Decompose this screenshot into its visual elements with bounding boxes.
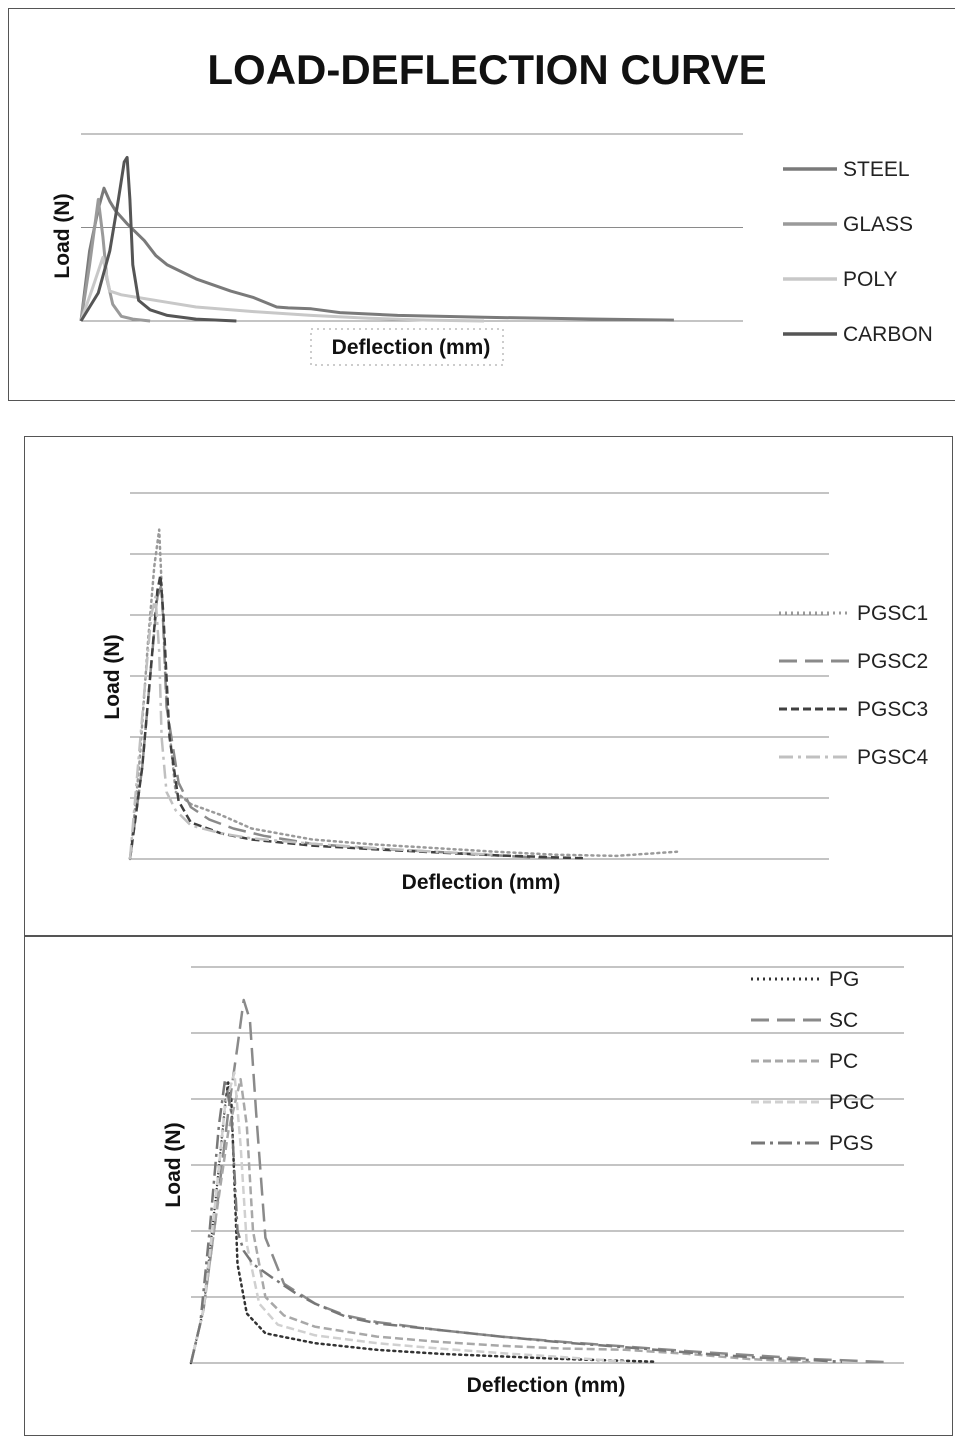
- series-line-steel: [79, 186, 674, 322]
- chart-2-svg: Deflection (mm) Load (N) PGSC1 PGSC2 PGSC3…: [101, 492, 929, 894]
- chart-panel-3: Deflection (mm) Load (N) PG SC PC PGC PGS: [24, 936, 953, 1436]
- series-line-pc: [189, 1077, 812, 1364]
- chart-3-ylabel: Load (N): [162, 1122, 185, 1207]
- chart-1-legend: STEEL GLASS POLY CARBON: [783, 158, 933, 346]
- series-line-carbon: [79, 155, 237, 323]
- chart-3-svg: Deflection (mm) Load (N) PG SC PC PGC PGS: [162, 966, 904, 1397]
- chart-2-ylabel: Load (N): [101, 634, 124, 719]
- legend-label-pc: PC: [829, 1050, 858, 1073]
- legend-label-poly: POLY: [843, 268, 897, 291]
- legend-label-glass: GLASS: [843, 213, 913, 236]
- chart-2-gridlines: [130, 492, 829, 860]
- chart-2-series: [128, 528, 679, 861]
- series-line-pgsc3: [128, 574, 586, 860]
- legend-label-pg: PG: [829, 968, 859, 991]
- chart-panel-2: Deflection (mm) Load (N) PGSC1 PGSC2 PGSC3…: [24, 436, 953, 936]
- chart-1-title: LOAD-DEFLECTION CURVE: [207, 46, 766, 93]
- legend-label-pgc: PGC: [829, 1091, 875, 1114]
- series-line-pgsc1: [128, 528, 679, 861]
- chart-3-xlabel: Deflection (mm): [467, 1374, 626, 1397]
- legend-label-pgsc2: PGSC2: [857, 650, 928, 673]
- chart-1-series: [79, 155, 674, 323]
- chart-2-xlabel: Deflection (mm): [402, 871, 561, 894]
- legend-label-pgsc4: PGSC4: [857, 746, 929, 769]
- chart-1-svg: LOAD-DEFLECTION CURVE Deflection (mm) Lo…: [51, 46, 933, 366]
- series-line-pgsc4: [128, 595, 495, 860]
- chart-1-gridlines: [81, 133, 743, 322]
- chart-2-legend: PGSC1 PGSC2 PGSC3 PGSC4: [779, 602, 929, 769]
- series-line-sc: [189, 998, 892, 1364]
- series-line-pgs: [189, 1077, 843, 1364]
- legend-label-pgsc1: PGSC1: [857, 602, 928, 625]
- chart-panel-1: LOAD-DEFLECTION CURVE Deflection (mm) Lo…: [8, 8, 955, 401]
- chart-3-legend: PG SC PC PGC PGS: [751, 968, 875, 1155]
- chart-3-series: [189, 998, 892, 1365]
- legend-label-pgsc3: PGSC3: [857, 698, 928, 721]
- chart-1-ylabel: Load (N): [51, 193, 74, 278]
- series-line-poly: [79, 255, 485, 323]
- chart-1-xlabel: Deflection (mm): [332, 336, 491, 359]
- legend-label-sc: SC: [829, 1009, 858, 1032]
- legend-label-pgs: PGS: [829, 1132, 873, 1155]
- series-line-pgsc2: [128, 583, 556, 860]
- series-line-pg: [189, 1081, 658, 1365]
- series-line-pgc: [189, 1071, 626, 1364]
- chart-1-xlabel-box: [310, 328, 504, 366]
- legend-label-steel: STEEL: [843, 158, 910, 181]
- chart-3-gridlines: [191, 966, 904, 1364]
- legend-label-carbon: CARBON: [843, 323, 933, 346]
